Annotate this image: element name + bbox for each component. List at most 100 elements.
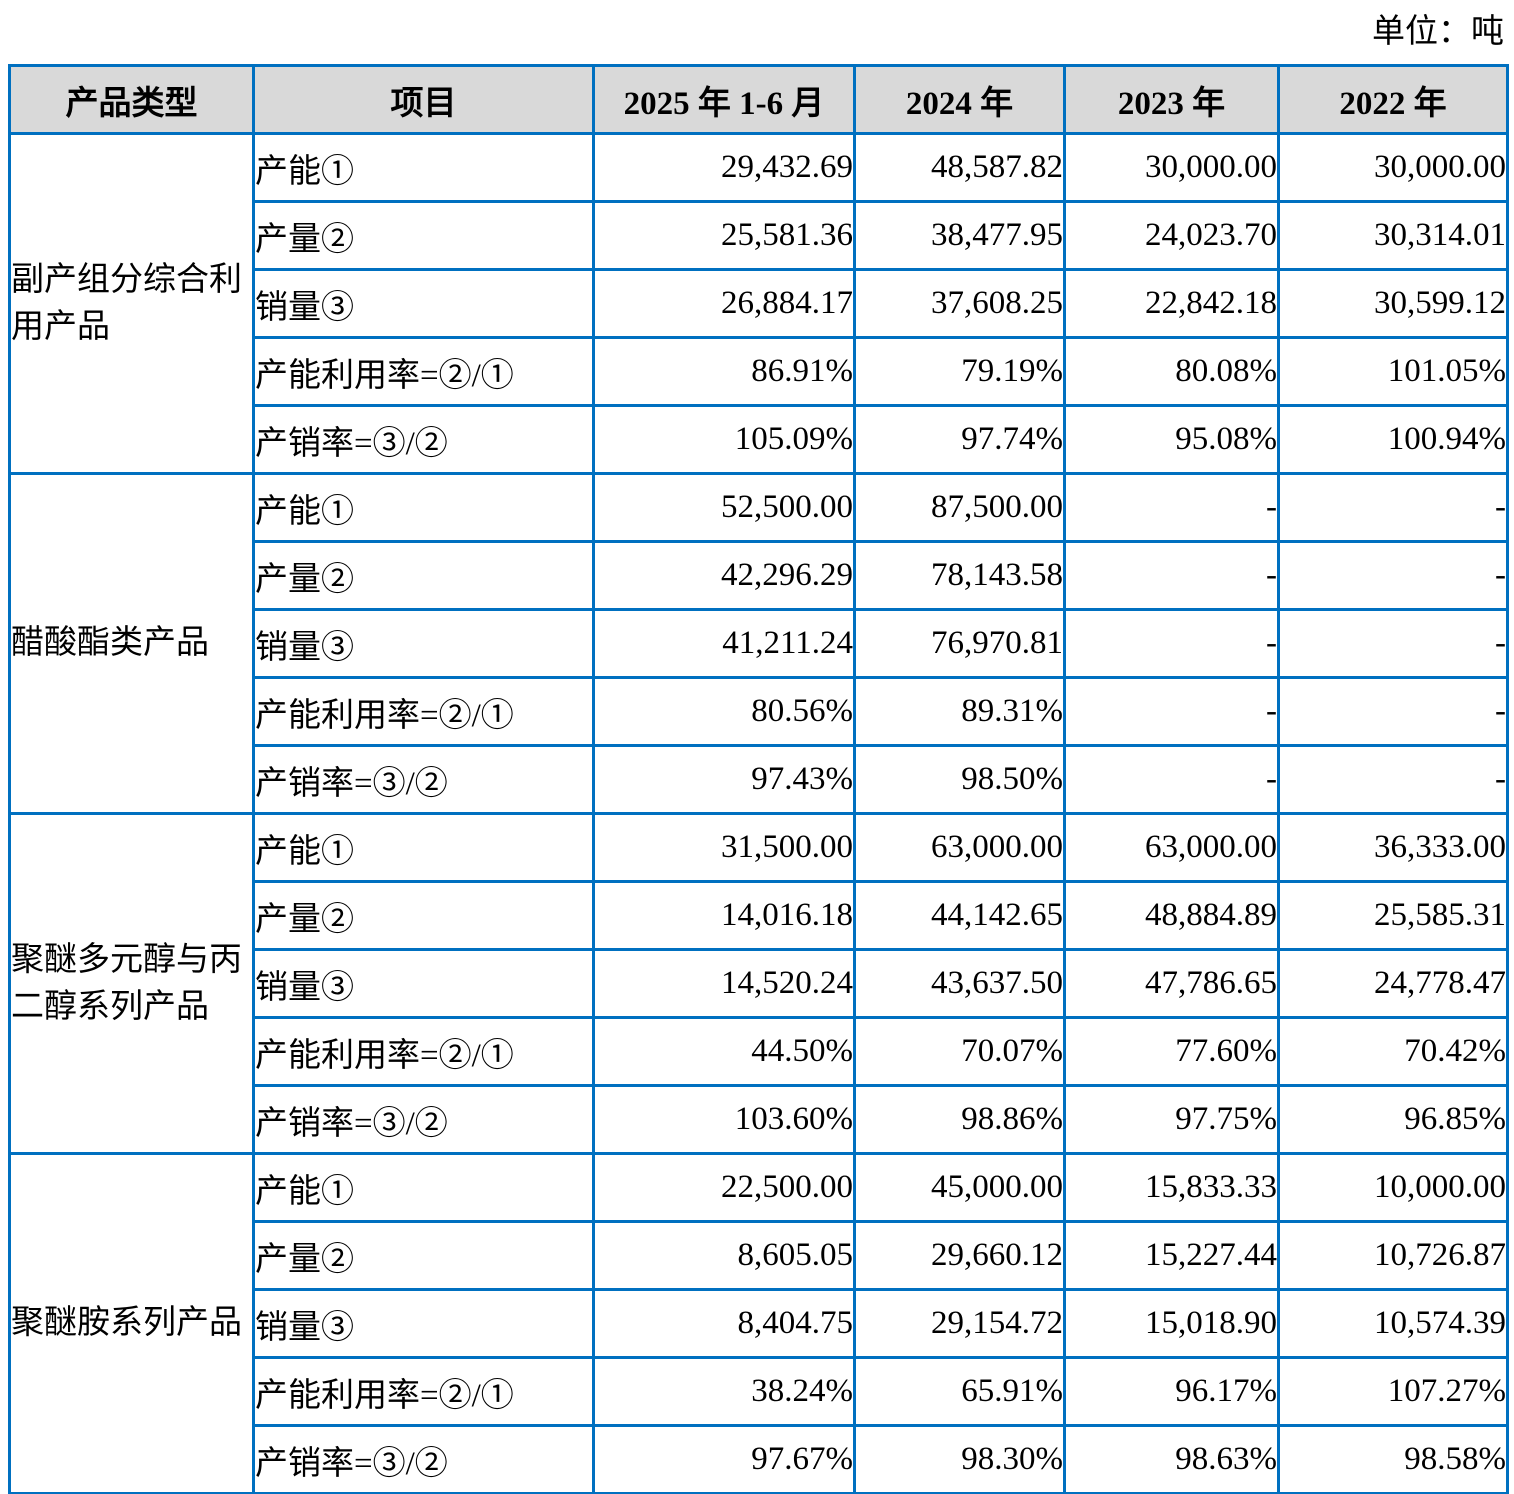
value-cell: 8,605.05 (592, 1220, 856, 1291)
value-cell: 98.30% (853, 1424, 1066, 1494)
value-cell: 96.85% (1277, 1084, 1509, 1155)
item-cell: 产能① (252, 1152, 595, 1223)
value-cell: 107.27% (1277, 1356, 1509, 1427)
unit-label: 单位：吨 (1372, 14, 1504, 50)
value-cell: 10,574.39 (1277, 1288, 1509, 1359)
value-cell: 15,018.90 (1063, 1288, 1280, 1359)
table-row: 销量③ 14,520.24 43,637.50 47,786.65 24,778… (10, 948, 1509, 1019)
value-cell: 87,500.00 (853, 472, 1066, 543)
table-row: 产能利用率=②/① 86.91% 79.19% 80.08% 101.05% (10, 336, 1509, 407)
value-cell: 98.86% (853, 1084, 1066, 1155)
value-cell: 80.08% (1063, 336, 1280, 407)
table-body: 副产组分综合利用产品 产能① 29,432.69 48,587.82 30,00… (8, 132, 1509, 1494)
item-cell: 销量③ (252, 948, 595, 1019)
value-cell: 25,581.36 (592, 200, 856, 271)
table-row: 产销率=③/② 103.60% 98.86% 97.75% 96.85% (10, 1084, 1509, 1155)
col-header-2024: 2024 年 (853, 64, 1066, 135)
item-cell: 产量② (252, 880, 595, 951)
item-cell: 产能① (252, 472, 595, 543)
category-cell-acetate: 醋酸酯类产品 (8, 472, 255, 815)
table-row: 产销率=③/② 105.09% 97.74% 95.08% 100.94% (10, 404, 1509, 475)
value-cell: 96.17% (1063, 1356, 1280, 1427)
table-row: 副产组分综合利用产品 产能① 29,432.69 48,587.82 30,00… (8, 132, 1509, 475)
value-cell: 42,296.29 (592, 540, 856, 611)
value-cell: 97.67% (592, 1424, 856, 1494)
value-cell: 77.60% (1063, 1016, 1280, 1087)
item-cell: 产能① (252, 812, 595, 883)
table-row: 产量② 14,016.18 44,142.65 48,884.89 25,585… (10, 880, 1509, 951)
value-cell: 44.50% (592, 1016, 856, 1087)
value-cell: - (1277, 540, 1509, 611)
value-cell: 44,142.65 (853, 880, 1066, 951)
value-cell: 98.63% (1063, 1424, 1280, 1494)
table-row: 销量③ 41,211.24 76,970.81 - - (10, 608, 1509, 679)
category-cell-polyetheramine: 聚醚胺系列产品 (8, 1152, 255, 1494)
item-cell: 产销率=③/② (252, 1084, 595, 1155)
value-cell: 29,432.69 (592, 132, 856, 203)
item-cell: 产量② (252, 200, 595, 271)
value-cell: 29,660.12 (853, 1220, 1066, 1291)
table-row: 产量② 8,605.05 29,660.12 15,227.44 10,726.… (10, 1220, 1509, 1291)
value-cell: - (1063, 608, 1280, 679)
table-row: 产能利用率=②/① 44.50% 70.07% 77.60% 70.42% (10, 1016, 1509, 1087)
value-cell: 95.08% (1063, 404, 1280, 475)
value-cell: 97.75% (1063, 1084, 1280, 1155)
value-cell: 76,970.81 (853, 608, 1066, 679)
value-cell: 100.94% (1277, 404, 1509, 475)
col-header-2025h1: 2025 年 1-6 月 (592, 64, 856, 135)
item-cell: 产能利用率=②/① (252, 1016, 595, 1087)
value-cell: 41,211.24 (592, 608, 856, 679)
value-cell: 52,500.00 (592, 472, 856, 543)
value-cell: 63,000.00 (853, 812, 1066, 883)
value-cell: - (1063, 472, 1280, 543)
value-cell: 103.60% (592, 1084, 856, 1155)
table-row: 销量③ 26,884.17 37,608.25 22,842.18 30,599… (10, 268, 1509, 339)
col-header-2022: 2022 年 (1277, 64, 1509, 135)
item-cell: 销量③ (252, 268, 595, 339)
category-cell-polyether-polyol: 聚醚多元醇与丙二醇系列产品 (8, 812, 255, 1155)
value-cell: 24,778.47 (1277, 948, 1509, 1019)
value-cell: 78,143.58 (853, 540, 1066, 611)
table-header: 产品类型 项目 2025 年 1-6 月 2024 年 2023 年 2022 … (8, 64, 1509, 135)
table-row: 产能利用率=②/① 38.24% 65.91% 96.17% 107.27% (10, 1356, 1509, 1427)
item-cell: 产能利用率=②/① (252, 336, 595, 407)
value-cell: 14,016.18 (592, 880, 856, 951)
value-cell: 15,227.44 (1063, 1220, 1280, 1291)
table-row: 聚醚胺系列产品 产能① 22,500.00 45,000.00 15,833.3… (8, 1152, 1509, 1494)
value-cell: 10,000.00 (1277, 1152, 1509, 1223)
value-cell: 14,520.24 (592, 948, 856, 1019)
value-cell: 47,786.65 (1063, 948, 1280, 1019)
value-cell: 97.74% (853, 404, 1066, 475)
item-cell: 产销率=③/② (252, 1424, 595, 1494)
item-cell: 销量③ (252, 1288, 595, 1359)
value-cell: 79.19% (853, 336, 1066, 407)
value-cell: 26,884.17 (592, 268, 856, 339)
value-cell: 89.31% (853, 676, 1066, 747)
value-cell: - (1277, 472, 1509, 543)
production-sales-table: 产品类型 项目 2025 年 1-6 月 2024 年 2023 年 2022 … (8, 64, 1509, 1494)
value-cell: 37,608.25 (853, 268, 1066, 339)
item-cell: 销量③ (252, 608, 595, 679)
item-cell: 产销率=③/② (252, 404, 595, 475)
value-cell: - (1277, 608, 1509, 679)
value-cell: 30,314.01 (1277, 200, 1509, 271)
table-row: 醋酸酯类产品 产能① 52,500.00 87,500.00 - - (8, 472, 1509, 815)
value-cell: 97.43% (592, 744, 856, 815)
value-cell: - (1277, 676, 1509, 747)
item-cell: 产能利用率=②/① (252, 1356, 595, 1427)
value-cell: 24,023.70 (1063, 200, 1280, 271)
value-cell: 43,637.50 (853, 948, 1066, 1019)
item-cell: 产能① (252, 132, 595, 203)
value-cell: - (1063, 744, 1280, 815)
table-row: 销量③ 8,404.75 29,154.72 15,018.90 10,574.… (10, 1288, 1509, 1359)
table-row: 产销率=③/② 97.43% 98.50% - - (10, 744, 1509, 815)
value-cell: 30,000.00 (1063, 132, 1280, 203)
value-cell: 65.91% (853, 1356, 1066, 1427)
value-cell: 38,477.95 (853, 200, 1066, 271)
value-cell: 38.24% (592, 1356, 856, 1427)
item-cell: 产量② (252, 1220, 595, 1291)
value-cell: 48,587.82 (853, 132, 1066, 203)
value-cell: 15,833.33 (1063, 1152, 1280, 1223)
value-cell: 98.58% (1277, 1424, 1509, 1494)
col-header-item: 项目 (252, 64, 595, 135)
